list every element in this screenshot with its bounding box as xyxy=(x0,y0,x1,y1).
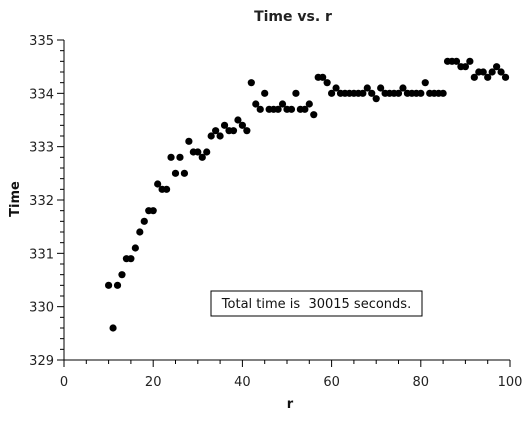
x-tick-label: 60 xyxy=(323,375,340,390)
data-point xyxy=(162,185,171,193)
data-point xyxy=(198,153,206,161)
data-point xyxy=(131,244,139,252)
data-point xyxy=(301,105,309,113)
data-point xyxy=(203,148,211,156)
data-point xyxy=(305,100,313,108)
x-axis-label: r xyxy=(287,397,294,412)
data-point xyxy=(256,105,264,113)
y-tick-label: 334 xyxy=(29,87,54,102)
data-point xyxy=(287,105,296,113)
data-point xyxy=(105,281,113,289)
data-point xyxy=(149,207,157,215)
data-point xyxy=(167,153,175,161)
y-tick-label: 329 xyxy=(29,354,54,369)
data-point xyxy=(479,68,487,76)
data-point xyxy=(194,148,202,156)
data-point xyxy=(216,132,224,140)
annotation-box: Total time is 30015 seconds. xyxy=(210,290,423,317)
data-point xyxy=(140,217,148,225)
data-point xyxy=(212,127,220,135)
data-point xyxy=(319,73,327,81)
data-point xyxy=(363,84,371,92)
chart-title: Time vs. r xyxy=(254,9,332,25)
x-tick-label: 0 xyxy=(60,375,68,390)
annotation-text: Total time is 30015 seconds. xyxy=(221,297,411,312)
data-point xyxy=(368,89,376,97)
data-point xyxy=(136,228,144,236)
data-point xyxy=(359,89,367,97)
data-point xyxy=(484,73,492,81)
data-point xyxy=(310,111,318,119)
x-tick-label: 40 xyxy=(234,375,251,390)
y-tick-label: 330 xyxy=(29,301,54,316)
data-point xyxy=(488,68,496,76)
data-point xyxy=(176,153,184,161)
y-tick-label: 332 xyxy=(29,194,54,209)
y-tick-label: 335 xyxy=(29,34,54,49)
y-tick-label: 331 xyxy=(29,247,54,262)
data-point xyxy=(229,127,238,135)
x-tick-label: 100 xyxy=(498,375,523,390)
data-point xyxy=(461,63,469,71)
data-point xyxy=(243,127,251,135)
data-point xyxy=(261,89,269,97)
data-point xyxy=(439,89,447,97)
data-point xyxy=(399,84,407,92)
data-point xyxy=(252,100,260,108)
data-point xyxy=(247,79,255,87)
data-point xyxy=(323,79,331,87)
data-points xyxy=(105,57,510,332)
data-point xyxy=(171,169,180,177)
data-point xyxy=(452,57,461,65)
data-point xyxy=(109,324,117,332)
data-point xyxy=(493,63,501,71)
annotation-frame xyxy=(210,290,423,317)
data-point xyxy=(501,73,510,81)
data-point xyxy=(417,89,425,97)
data-point xyxy=(372,95,380,103)
data-point xyxy=(118,271,126,279)
data-point xyxy=(113,281,122,289)
data-point xyxy=(278,100,287,108)
data-point xyxy=(421,79,429,87)
ticks xyxy=(57,39,511,367)
data-point xyxy=(292,89,300,97)
y-tick-label: 333 xyxy=(29,141,54,156)
data-point xyxy=(154,180,162,188)
data-point xyxy=(274,105,282,113)
x-tick-label: 20 xyxy=(145,375,162,390)
tick-labels: 0 20 40 60 80 100 329 330 331 332 333 334 335 xyxy=(29,34,522,390)
x-tick-label: 80 xyxy=(413,375,430,390)
data-point xyxy=(470,73,478,81)
data-point xyxy=(497,68,505,76)
y-axis-label: Time xyxy=(8,181,23,217)
data-point xyxy=(180,169,189,177)
data-point xyxy=(377,84,385,92)
data-point xyxy=(207,132,215,140)
data-point xyxy=(185,137,193,145)
data-point xyxy=(220,121,229,129)
data-point xyxy=(332,84,340,92)
data-point xyxy=(394,89,403,97)
data-point xyxy=(127,255,135,263)
data-point xyxy=(238,121,246,129)
data-point xyxy=(328,89,336,97)
data-point xyxy=(234,116,242,124)
data-point xyxy=(466,57,474,65)
